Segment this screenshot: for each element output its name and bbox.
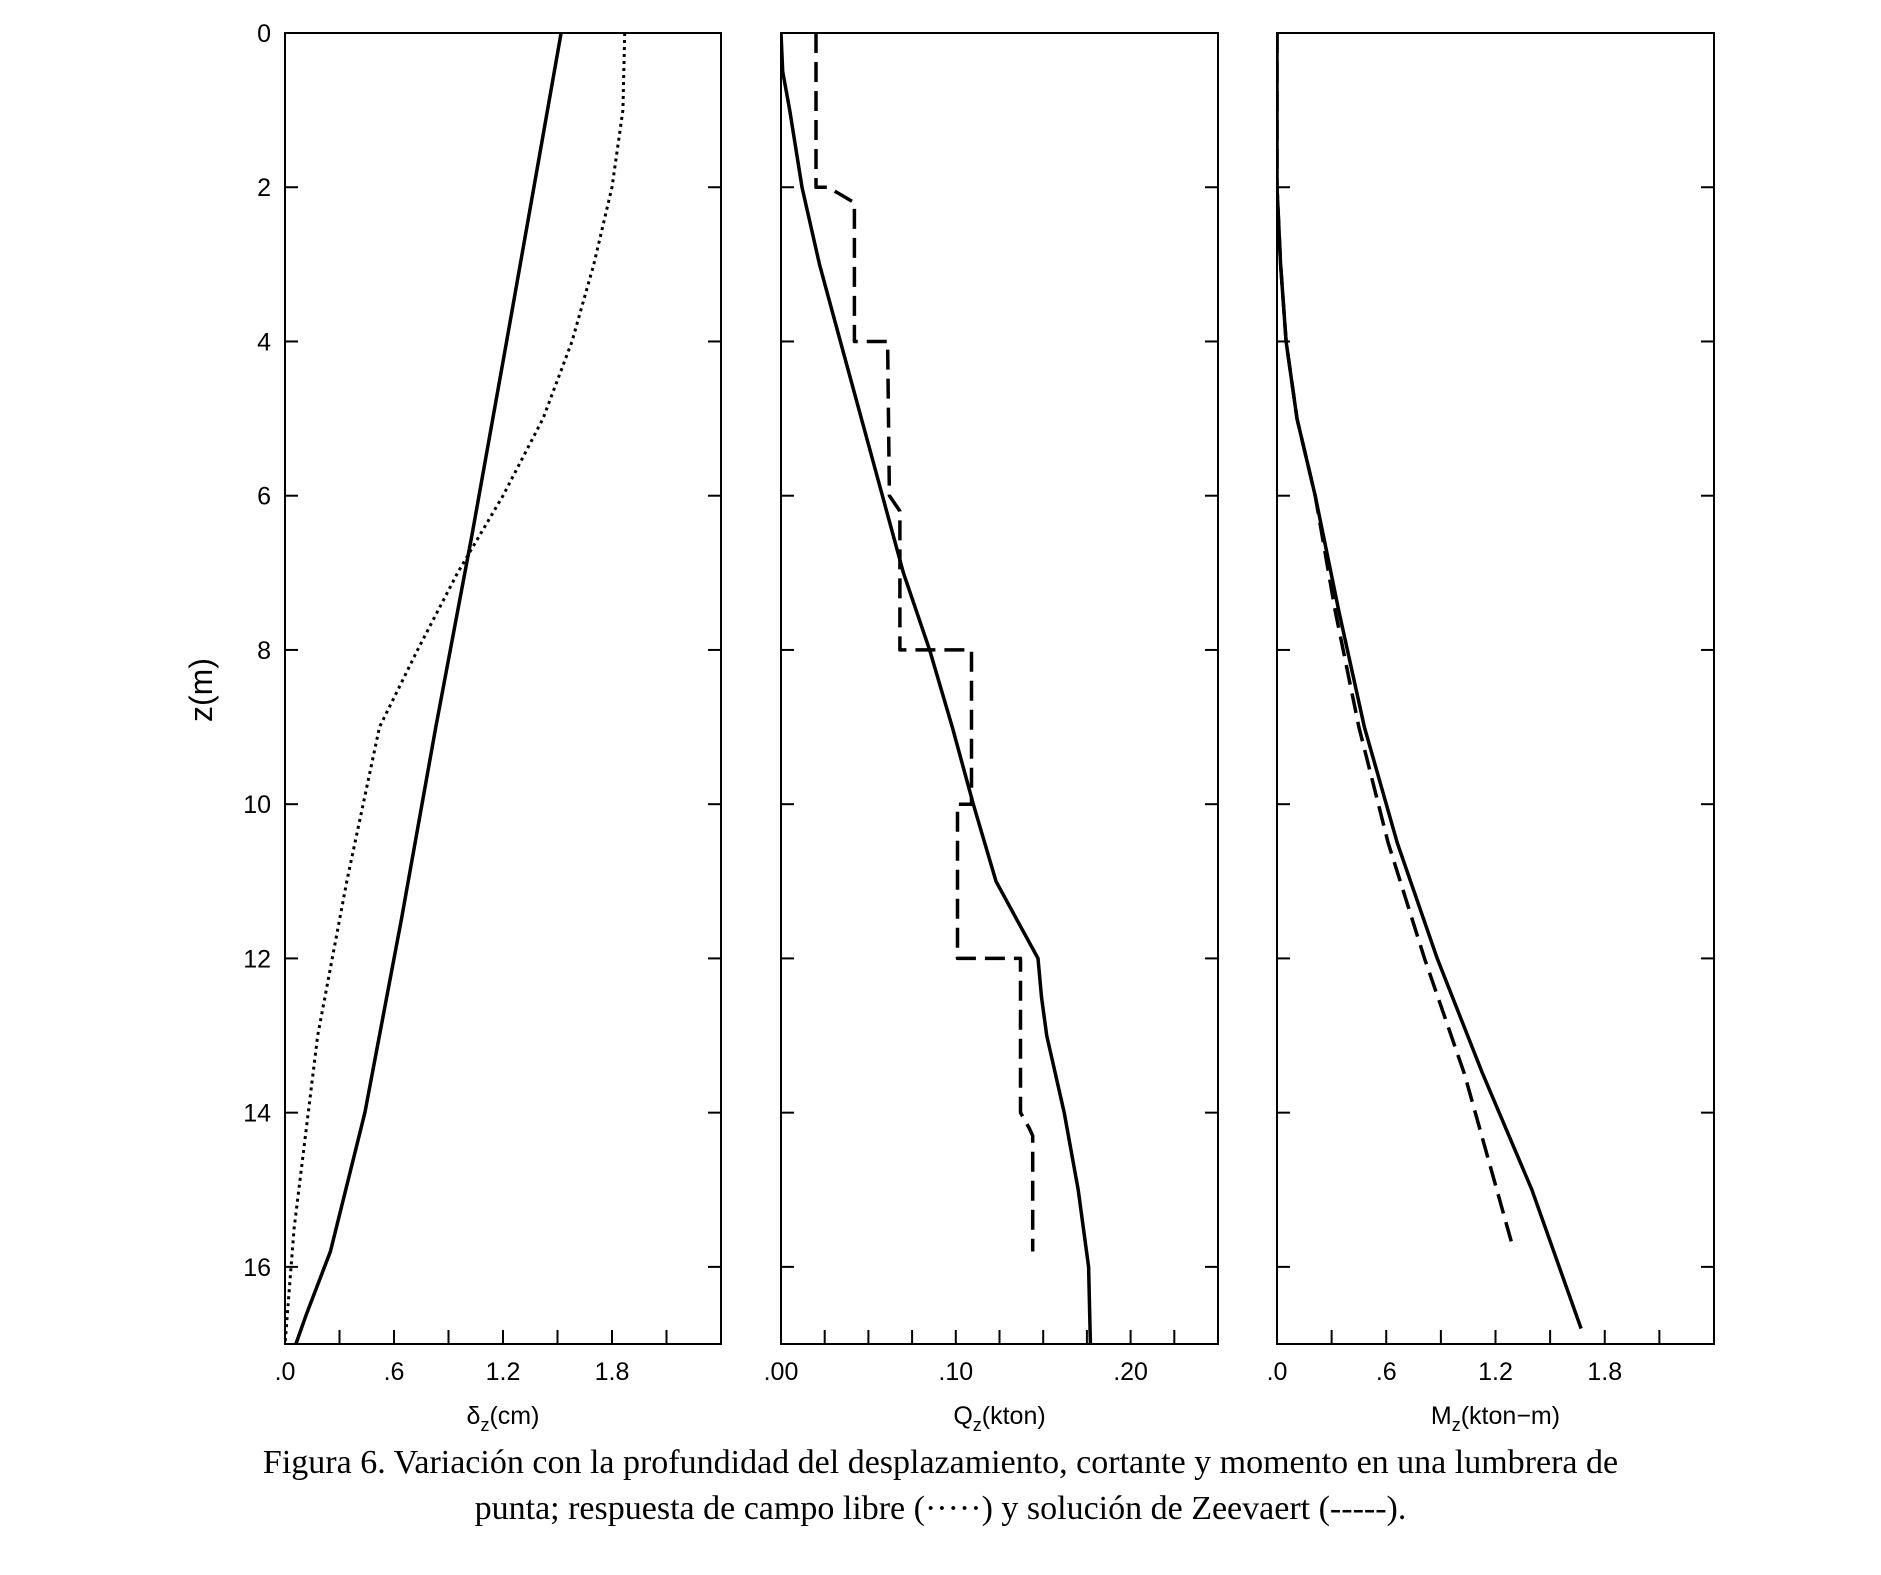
displacement-x-tick-label: 1.8 xyxy=(595,1358,630,1386)
figure-panels: z(m) 0 2 4 6 8 10 12 14 16 .0 .6 1.2 1.8 δz(cm) .00 .10… xyxy=(183,20,1715,1435)
moment-x-tick-label: 1.8 xyxy=(1587,1358,1622,1386)
shear-x-tick-label: .20 xyxy=(1113,1358,1148,1386)
y-tick-label: 14 xyxy=(243,1100,271,1128)
y-tick-label: 12 xyxy=(243,945,271,973)
displacement-zeevaert-curve xyxy=(294,33,563,1344)
y-tick-label: 6 xyxy=(257,483,271,511)
y-tick-label: 8 xyxy=(257,637,271,665)
displacement-frame xyxy=(284,32,722,1345)
displacement-panel: 0 2 4 6 8 10 12 14 16 .0 .6 1.2 1.8 δz(cm) xyxy=(243,20,722,1435)
shear-panel: .00 .10 .20 Qz(kton) xyxy=(764,32,1219,1435)
displacement-x-tick-label: 1.2 xyxy=(486,1358,521,1386)
shear-x-tick-label: .00 xyxy=(764,1358,799,1386)
caption-line-1: Figura 6. Variación con la profundidad d… xyxy=(262,1444,1619,1481)
shear-x-tick-label: .10 xyxy=(938,1358,973,1386)
displacement-x-axis-label: δz(cm) xyxy=(467,1402,540,1435)
shear-zeevaert-curve xyxy=(781,33,1093,1344)
moment-x-axis-label: Mz(kton−m) xyxy=(1431,1402,1560,1435)
moment-x-tick-label: .0 xyxy=(1267,1358,1288,1386)
shear-x-axis-label: Qz(kton) xyxy=(953,1402,1045,1435)
shear-free-field-curve xyxy=(814,33,1035,1252)
displacement-x-tick-label: .0 xyxy=(275,1358,296,1386)
moment-zeevaert-curve xyxy=(1277,33,1583,1330)
y-tick-label: 16 xyxy=(243,1254,271,1282)
displacement-x-tick-label: .6 xyxy=(384,1358,405,1386)
caption-line-2: punta; respuesta de campo libre (·····) … xyxy=(474,1490,1407,1527)
y-tick-label: 10 xyxy=(243,791,271,819)
figure-caption: Figura 6. Variación con la profundidad d… xyxy=(0,1440,1881,1532)
moment-x-tick-label: 1.2 xyxy=(1478,1358,1513,1386)
displacement-free-field-curve xyxy=(285,33,627,1344)
moment-free-field-curve xyxy=(1277,33,1514,1245)
y-tick-label: 2 xyxy=(257,174,271,202)
moment-panel: .0 .6 1.2 1.8 Mz(kton−m) xyxy=(1267,32,1715,1435)
y-tick-label: 0 xyxy=(257,20,271,48)
shear-frame xyxy=(780,32,1219,1345)
y-tick-label: 4 xyxy=(257,328,271,356)
moment-x-tick-label: .6 xyxy=(1376,1358,1397,1386)
moment-frame xyxy=(1276,32,1715,1345)
y-axis-label: z(m) xyxy=(183,658,219,722)
